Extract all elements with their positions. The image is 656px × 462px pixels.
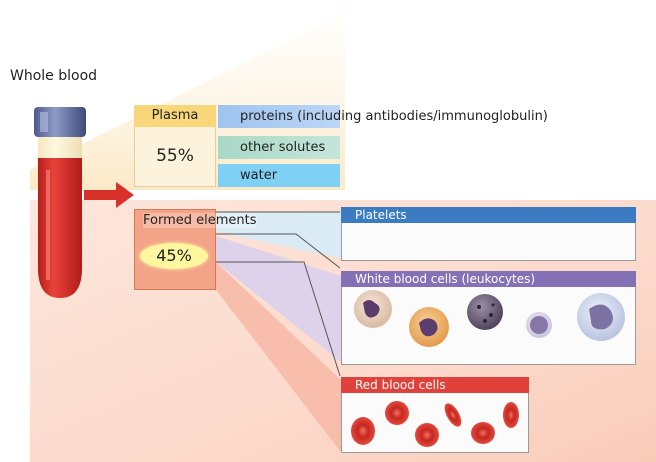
wbc-connector: [216, 233, 341, 269]
formed-elements-percent: 45%: [140, 243, 208, 269]
arrow-icon: [84, 182, 134, 208]
platelets-beam: [216, 212, 341, 258]
rbc-connector: [216, 261, 341, 377]
diagram-title: Whole blood: [10, 68, 98, 84]
formed-elements-label: Formed elements: [143, 213, 257, 228]
water-strip: water: [218, 164, 340, 187]
leukocytes-illustration: [354, 290, 625, 347]
red-blood-cell: [415, 423, 439, 447]
plasma-label: Plasma: [134, 105, 216, 127]
wbc-beam: [216, 236, 341, 362]
white-blood-cells-title: White blood cells (leukocytes): [341, 271, 636, 287]
red-blood-cells-title: Red blood cells: [341, 377, 529, 393]
red-blood-cell: [503, 402, 519, 428]
red-blood-cell: [351, 417, 375, 445]
red-blood-cell: [444, 403, 462, 427]
bg-mask: [0, 280, 30, 462]
neutrophil: [354, 290, 392, 328]
platelets-title: Platelets: [341, 207, 636, 223]
proteins-strip: [218, 105, 340, 128]
lymphocyte: [526, 312, 552, 338]
monocyte: [577, 293, 625, 341]
red-blood-cells-illustration: [351, 401, 519, 447]
rbc-beam: [216, 262, 341, 452]
eosinophil: [409, 307, 449, 347]
other-solutes-strip: other solutes: [218, 136, 340, 159]
basophil: [467, 294, 503, 330]
proteins-label: proteins (including antibodies/immunoglo…: [240, 109, 548, 124]
red-blood-cell: [385, 401, 409, 425]
test-tube: [34, 107, 86, 298]
plasma-percent: 55%: [156, 146, 194, 166]
red-blood-cell: [471, 422, 495, 444]
